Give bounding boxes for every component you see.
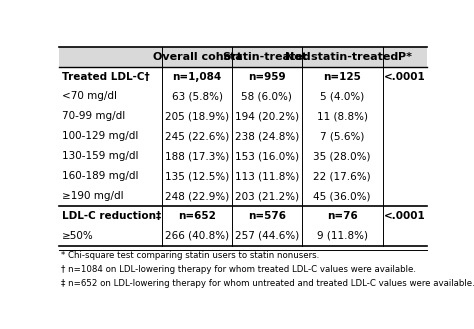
Text: Not statin-treated: Not statin-treated (285, 52, 399, 62)
Text: 203 (21.2%): 203 (21.2%) (235, 191, 299, 201)
Text: LDL-C reduction‡: LDL-C reduction‡ (62, 211, 161, 221)
Text: 11 (8.8%): 11 (8.8%) (317, 112, 368, 121)
Text: 130-159 mg/dl: 130-159 mg/dl (62, 151, 139, 161)
Text: 194 (20.2%): 194 (20.2%) (235, 112, 299, 121)
Text: † n=1084 on LDL-lowering therapy for whom treated LDL-C values were available.: † n=1084 on LDL-lowering therapy for who… (61, 265, 416, 274)
Text: 188 (17.3%): 188 (17.3%) (165, 151, 229, 161)
Text: 5 (4.0%): 5 (4.0%) (320, 91, 364, 101)
Text: ‡ n=652 on LDL-lowering therapy for whom untreated and treated LDL-C values were: ‡ n=652 on LDL-lowering therapy for whom… (61, 279, 474, 288)
Text: 35 (28.0%): 35 (28.0%) (313, 151, 371, 161)
Text: 135 (12.5%): 135 (12.5%) (165, 171, 229, 181)
Text: 153 (16.0%): 153 (16.0%) (235, 151, 299, 161)
Text: 70-99 mg/dl: 70-99 mg/dl (62, 112, 126, 121)
Text: 7 (5.6%): 7 (5.6%) (320, 131, 365, 141)
Text: 45 (36.0%): 45 (36.0%) (313, 191, 371, 201)
Text: Overall cohort: Overall cohort (153, 52, 242, 62)
Text: n=1,084: n=1,084 (173, 71, 222, 82)
Text: 9 (11.8%): 9 (11.8%) (317, 231, 368, 241)
Text: ≥50%: ≥50% (62, 231, 94, 241)
Text: n=959: n=959 (248, 71, 286, 82)
Text: 248 (22.9%): 248 (22.9%) (165, 191, 229, 201)
Text: n=576: n=576 (248, 211, 286, 221)
Text: <.0001: <.0001 (383, 71, 426, 82)
Bar (59, 47, 427, 66)
Text: 160-189 mg/dl: 160-189 mg/dl (62, 171, 139, 181)
Text: 245 (22.6%): 245 (22.6%) (165, 131, 229, 141)
Text: n=652: n=652 (178, 211, 216, 221)
Text: P*: P* (398, 52, 411, 62)
Text: * Chi-square test comparing statin users to statin nonusers.: * Chi-square test comparing statin users… (61, 251, 319, 260)
Text: 266 (40.8%): 266 (40.8%) (165, 231, 229, 241)
Text: 22 (17.6%): 22 (17.6%) (313, 171, 371, 181)
Text: 58 (6.0%): 58 (6.0%) (241, 91, 292, 101)
Text: Statin-treated: Statin-treated (222, 52, 311, 62)
Text: 257 (44.6%): 257 (44.6%) (235, 231, 299, 241)
Text: n=76: n=76 (327, 211, 357, 221)
Text: Treated LDL-C†: Treated LDL-C† (62, 71, 150, 82)
Text: 238 (24.8%): 238 (24.8%) (235, 131, 299, 141)
Text: ≥190 mg/dl: ≥190 mg/dl (62, 191, 124, 201)
Text: 205 (18.9%): 205 (18.9%) (165, 112, 229, 121)
Text: n=125: n=125 (323, 71, 361, 82)
Text: <70 mg/dl: <70 mg/dl (62, 91, 117, 101)
Text: <.0001: <.0001 (383, 211, 426, 221)
Text: 63 (5.8%): 63 (5.8%) (172, 91, 222, 101)
Text: 113 (11.8%): 113 (11.8%) (235, 171, 299, 181)
Text: 100-129 mg/dl: 100-129 mg/dl (62, 131, 138, 141)
